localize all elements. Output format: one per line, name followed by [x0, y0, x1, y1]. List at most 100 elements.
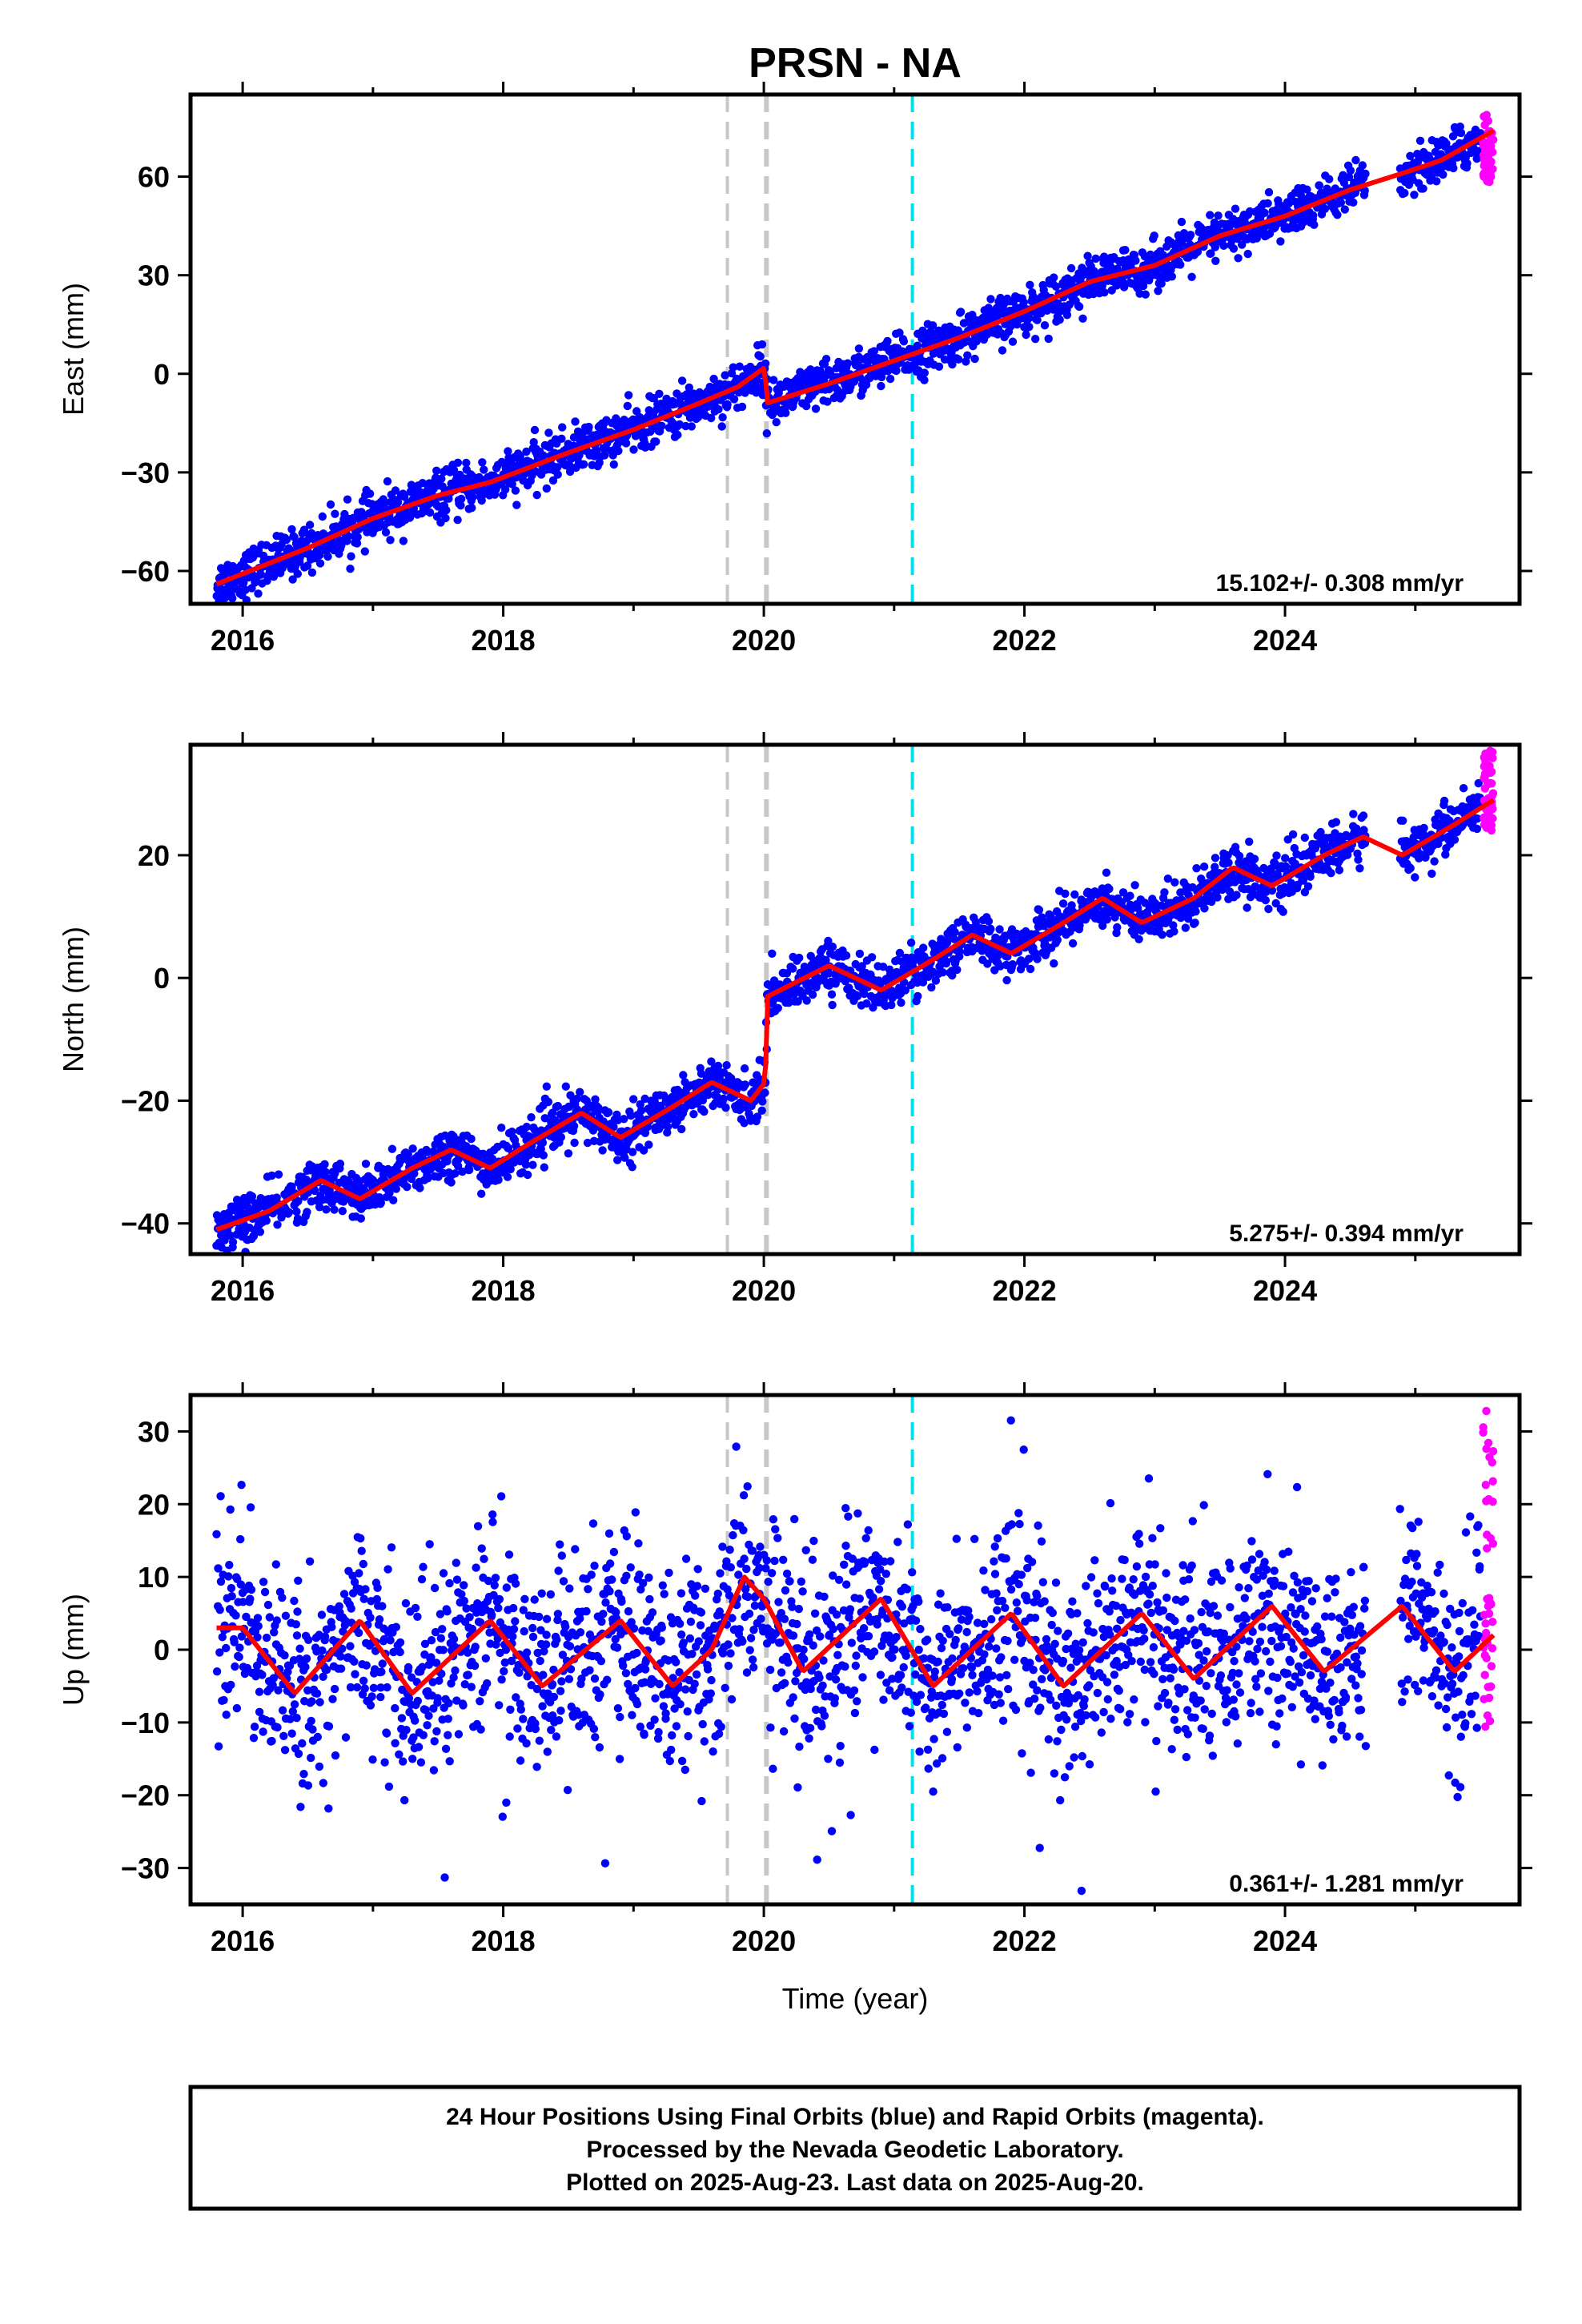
- final-orbit-point: [380, 1758, 389, 1767]
- final-orbit-point: [287, 1182, 296, 1191]
- final-orbit-point: [410, 1169, 419, 1178]
- final-orbit-point: [416, 1758, 426, 1767]
- final-orbit-point: [938, 968, 947, 977]
- final-orbit-point: [594, 1104, 603, 1112]
- final-orbit-point: [1211, 243, 1220, 251]
- final-orbit-point: [1234, 254, 1243, 263]
- final-orbit-point: [324, 1804, 333, 1813]
- final-orbit-point: [416, 1184, 424, 1192]
- final-orbit-point: [236, 1534, 245, 1544]
- final-orbit-point: [592, 446, 601, 456]
- final-orbit-point: [315, 550, 324, 560]
- final-orbit-point: [1050, 273, 1058, 282]
- final-orbit-point: [564, 1149, 573, 1158]
- y-tick-label: −20: [121, 1084, 170, 1117]
- final-orbit-point: [382, 1729, 391, 1738]
- final-orbit-point: [503, 1172, 512, 1181]
- final-orbit-point: [1243, 249, 1252, 259]
- final-orbit-point: [391, 1622, 400, 1631]
- final-orbit-point: [414, 1743, 424, 1751]
- final-orbit-point: [255, 1228, 265, 1236]
- final-orbit-point: [470, 1661, 480, 1671]
- final-orbit-point: [299, 525, 309, 534]
- final-orbit-point: [366, 1701, 375, 1710]
- final-orbit-point: [362, 1661, 371, 1670]
- final-orbit-point: [391, 486, 400, 495]
- rapid-orbit-point: [1488, 779, 1496, 788]
- final-orbit-point: [1113, 923, 1122, 932]
- final-orbit-point: [331, 509, 339, 518]
- final-orbit-point: [231, 1611, 240, 1620]
- final-orbit-point: [609, 460, 618, 469]
- final-orbit-point: [336, 1664, 346, 1673]
- final-orbit-point: [1361, 169, 1370, 179]
- final-orbit-point: [913, 991, 922, 1001]
- final-orbit-point: [359, 1559, 367, 1569]
- final-orbit-point: [920, 376, 929, 384]
- final-orbit-point: [1349, 198, 1358, 207]
- final-orbit-point: [241, 585, 250, 594]
- final-orbit-point: [584, 422, 593, 432]
- final-orbit-point: [1439, 170, 1447, 179]
- x-tick-label: 2016: [211, 1274, 275, 1307]
- final-orbit-point: [620, 1153, 629, 1162]
- final-orbit-point: [444, 1715, 452, 1723]
- final-orbit-point: [869, 347, 879, 356]
- final-orbit-point: [301, 1663, 310, 1671]
- final-orbit-point: [356, 1534, 365, 1543]
- final-orbit-point: [215, 1606, 224, 1614]
- final-orbit-point: [494, 1176, 503, 1184]
- final-orbit-point: [291, 1620, 300, 1629]
- final-orbit-point: [508, 1632, 517, 1641]
- final-orbit-point: [467, 1683, 476, 1691]
- final-orbit-point: [258, 1671, 267, 1679]
- final-orbit-point: [395, 1750, 404, 1759]
- final-orbit-point: [219, 1695, 228, 1705]
- final-orbit-point: [1411, 873, 1419, 882]
- final-orbit-point: [265, 1613, 274, 1622]
- final-orbit-point: [821, 355, 831, 364]
- final-orbit-point: [375, 1615, 384, 1624]
- rapid-orbit-point: [1480, 168, 1489, 178]
- final-orbit-point: [452, 1558, 460, 1567]
- final-orbit-point: [735, 362, 744, 371]
- final-orbit-point: [403, 1182, 412, 1192]
- final-orbit-point: [365, 489, 375, 498]
- final-orbit-point: [438, 482, 447, 491]
- final-orbit-point: [290, 1700, 299, 1709]
- final-orbit-point: [437, 474, 446, 483]
- final-orbit-point: [260, 1587, 270, 1597]
- final-orbit-point: [948, 971, 957, 980]
- final-orbit-point: [222, 1711, 231, 1719]
- final-orbit-point: [705, 382, 714, 392]
- final-orbit-point: [758, 1097, 767, 1106]
- final-orbit-point: [361, 1585, 370, 1594]
- final-orbit-point: [413, 1612, 422, 1622]
- final-orbit-point: [867, 953, 877, 962]
- final-orbit-point: [386, 1636, 395, 1645]
- final-orbit-point: [399, 1757, 408, 1766]
- final-orbit-point: [462, 1142, 471, 1151]
- final-orbit-point: [681, 421, 690, 431]
- final-orbit-point: [294, 1576, 303, 1586]
- final-orbit-point: [341, 1733, 351, 1742]
- final-orbit-point: [677, 376, 687, 385]
- final-orbit-point: [391, 1739, 400, 1747]
- final-orbit-point: [511, 1579, 520, 1588]
- final-orbit-point: [1284, 199, 1294, 208]
- final-orbit-point: [267, 1171, 276, 1180]
- final-orbit-point: [753, 1112, 762, 1121]
- final-orbit-point: [376, 1198, 385, 1208]
- final-orbit-point: [1138, 281, 1148, 291]
- final-orbit-point: [1415, 136, 1425, 145]
- final-orbit-point: [401, 1598, 411, 1608]
- final-orbit-point: [1008, 337, 1018, 346]
- final-orbit-point: [1279, 907, 1287, 916]
- final-orbit-point: [1200, 904, 1209, 913]
- rapid-orbit-point: [1483, 177, 1492, 186]
- final-orbit-point: [307, 1753, 315, 1763]
- final-orbit-point: [995, 925, 1004, 934]
- final-orbit-point: [322, 1665, 331, 1675]
- final-orbit-point: [1070, 890, 1079, 899]
- final-orbit-point: [1102, 915, 1112, 924]
